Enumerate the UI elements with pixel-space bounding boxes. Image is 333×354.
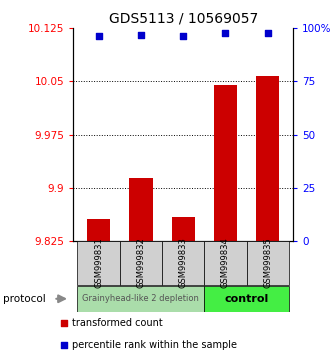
Bar: [87, 219, 110, 241]
Bar: [204, 241, 246, 285]
Point: [180, 33, 186, 39]
Bar: [78, 286, 204, 312]
Text: Grainyhead-like 2 depletion: Grainyhead-like 2 depletion: [83, 294, 199, 303]
Point: [138, 32, 144, 38]
Point: [265, 30, 270, 36]
Point: [223, 30, 228, 36]
Text: transformed count: transformed count: [72, 318, 163, 329]
Bar: [214, 85, 237, 241]
Text: GSM999835: GSM999835: [263, 237, 272, 288]
Text: GSM999834: GSM999834: [221, 237, 230, 288]
Point: [61, 321, 66, 326]
Bar: [246, 241, 289, 285]
Text: protocol: protocol: [3, 294, 46, 304]
Point: [61, 342, 66, 348]
Bar: [162, 241, 204, 285]
Text: GSM999832: GSM999832: [137, 237, 146, 288]
Bar: [120, 241, 162, 285]
Bar: [171, 217, 195, 241]
Bar: [256, 76, 279, 241]
Text: GSM999833: GSM999833: [178, 237, 188, 288]
Text: control: control: [224, 294, 269, 304]
Text: GSM999831: GSM999831: [94, 237, 103, 288]
Text: percentile rank within the sample: percentile rank within the sample: [72, 339, 237, 350]
Bar: [129, 178, 153, 241]
Bar: [204, 286, 289, 312]
Bar: [78, 241, 120, 285]
Point: [96, 33, 101, 39]
Title: GDS5113 / 10569057: GDS5113 / 10569057: [109, 12, 258, 26]
